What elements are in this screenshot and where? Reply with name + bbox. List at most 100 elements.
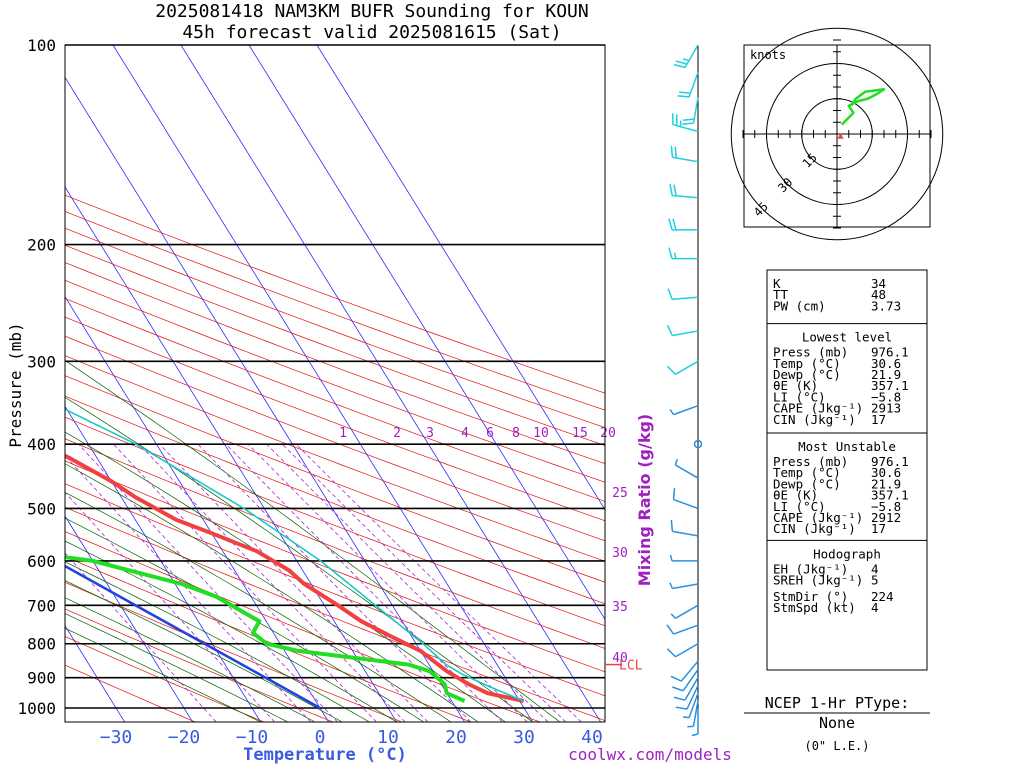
mixing-ratio-line	[282, 444, 566, 722]
barb-feather	[676, 707, 687, 709]
ptype-panel: NCEP 1-Hr PType: None (0" L.E.)	[744, 694, 930, 753]
barb-staff	[674, 406, 698, 415]
moist-adiabat-line	[0, 245, 560, 722]
ptype-title: NCEP 1-Hr PType:	[765, 694, 910, 712]
barb-half-feather	[675, 459, 677, 465]
wind-barb	[667, 625, 698, 634]
mixing-ratio-label: 4	[461, 426, 469, 441]
mixing-ratio-label: 30	[612, 546, 628, 561]
moist-adiabat-line	[0, 245, 424, 722]
barb-half-feather	[671, 555, 673, 561]
barb-half-feather	[671, 614, 675, 618]
barb-staff	[675, 644, 698, 657]
barb-staff	[674, 500, 698, 509]
index-value: 3.73	[871, 298, 901, 313]
barb-feather	[674, 185, 676, 196]
x-tick-label: 20	[445, 727, 467, 748]
barb-feather	[683, 119, 694, 120]
barb-staff	[672, 584, 698, 589]
isotherm-line	[113, 45, 533, 722]
barb-staff	[672, 331, 698, 336]
index-value: 17	[871, 521, 886, 536]
dry-adiabat-line	[0, 45, 402, 722]
wind-barb	[674, 488, 698, 508]
barb-feather	[669, 219, 672, 230]
dry-adiabat-line	[0, 45, 816, 722]
dry-adiabat-line	[0, 45, 195, 722]
wind-barb	[671, 146, 698, 162]
mixing-ratio-line	[248, 444, 527, 722]
y-tick-label: 800	[27, 635, 56, 654]
index-value: 5	[871, 573, 879, 588]
hodograph-units: knots	[750, 48, 786, 62]
wind-barb	[678, 72, 698, 96]
wind-barb	[667, 644, 698, 657]
index-label: CIN (Jkg⁻¹)	[773, 521, 856, 536]
x-tick-label: −30	[100, 727, 133, 748]
barb-feather	[674, 488, 675, 499]
barb-staff	[675, 361, 698, 374]
barb-staff	[672, 297, 698, 299]
wind-barb	[667, 361, 698, 374]
sounding-curves	[0, 45, 524, 708]
mixing-ratio-label: 6	[486, 426, 494, 441]
ptype-value: None	[819, 714, 855, 732]
barb-feather	[678, 96, 689, 97]
barb-feather	[671, 676, 681, 681]
y-tick-label: 200	[27, 236, 56, 255]
barb-feather	[682, 123, 693, 124]
barb-feather	[669, 248, 672, 259]
wind-barb	[682, 97, 698, 124]
mixing-ratio-line	[114, 444, 377, 722]
mixing-ratio-label: 1	[339, 426, 347, 441]
barb-half-feather	[692, 734, 698, 736]
mixing-ratio-axis-label: Mixing Ratio (g/kg)	[635, 414, 654, 586]
mixing-ratio-label: 10	[533, 426, 549, 441]
barb-feather	[671, 520, 672, 531]
barb-feather	[668, 289, 672, 300]
index-label: StmSpd (kt)	[773, 600, 856, 615]
barb-feather	[671, 146, 672, 157]
wind-barb	[671, 520, 698, 536]
isotherm-line	[0, 45, 261, 722]
wind-barb	[670, 583, 698, 589]
y-tick-label: 100	[27, 36, 56, 55]
index-label: PW (cm)	[773, 298, 826, 313]
x-tick-label: −20	[168, 727, 201, 748]
wind-barbs	[667, 45, 702, 736]
wind-barb	[668, 325, 698, 335]
barb-half-feather	[683, 59, 689, 61]
x-tick-label: 30	[513, 727, 535, 748]
wind-barb	[670, 184, 698, 197]
wind-barb	[671, 555, 699, 561]
barb-staff	[674, 625, 698, 634]
index-label: SREH (Jkg⁻¹)	[773, 573, 863, 588]
dry-adiabat-line	[0, 45, 333, 722]
y-tick-label: 900	[27, 669, 56, 688]
isotherm-line	[0, 45, 397, 722]
plot-frame	[65, 45, 605, 722]
x-axis-label: Temperature (°C)	[243, 745, 407, 765]
index-value: 4	[871, 600, 879, 615]
barb-half-feather	[683, 717, 689, 718]
mixing-ratio-label: 20	[600, 426, 616, 441]
barb-feather	[672, 687, 683, 691]
isotherm-line	[249, 45, 669, 722]
barb-staff	[675, 605, 698, 618]
barb-feather	[674, 697, 685, 700]
mixing-ratio-label: 2	[393, 426, 401, 441]
y-tick-label: 700	[27, 596, 56, 615]
y-tick-label: 600	[27, 552, 56, 571]
barb-feather	[675, 147, 676, 158]
wind-barb	[669, 248, 698, 259]
barb-half-feather	[675, 253, 677, 259]
barb-half-feather	[670, 583, 673, 589]
mixing-ratio-label: 3	[426, 426, 434, 441]
barb-feather	[673, 219, 676, 230]
wind-barb	[668, 289, 698, 300]
wind-barb	[675, 459, 698, 478]
wind-barb	[671, 661, 698, 681]
barb-staff	[675, 465, 698, 478]
